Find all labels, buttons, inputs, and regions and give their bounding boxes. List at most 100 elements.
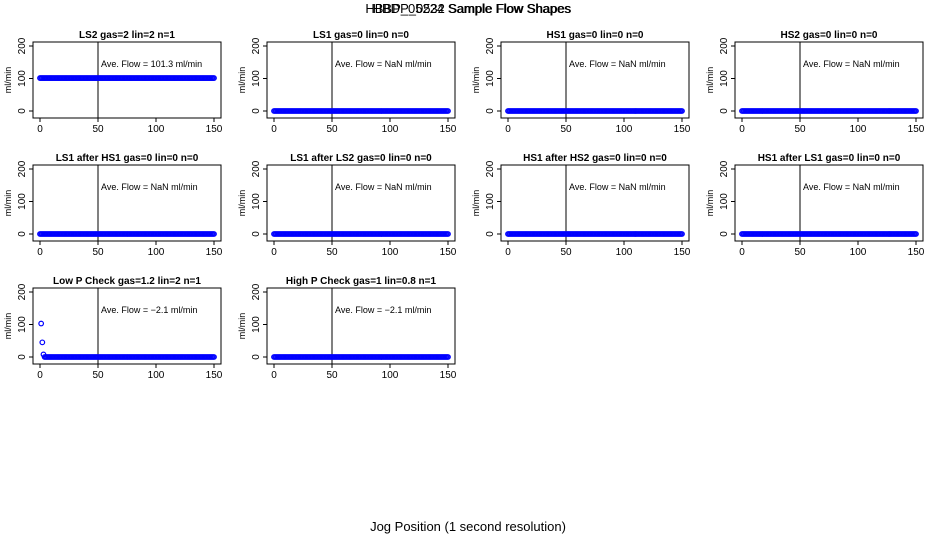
x-tick-label: 150 [674,247,691,258]
panel-1: LS2 gas=2 lin=2 n=1 Ave. Flow = 101.3 ml/… [3,30,223,135]
panel-title: HS2 gas=0 lin=0 n=0 [781,30,878,41]
data-point [445,354,451,360]
x-tick-label: 100 [148,370,165,381]
y-tick-label: 100 [719,193,730,210]
average-flow-annotation: Ave. Flow = NaN ml/min [803,182,900,192]
data-point [211,354,217,360]
y-axis-label: ml/min [471,67,481,94]
x-tick-label: 150 [440,247,457,258]
panel-title: HS1 gas=0 lin=0 n=0 [547,30,644,41]
y-tick-label: 200 [17,37,28,54]
average-flow-annotation: Ave. Flow = NaN ml/min [569,182,666,192]
y-tick-label: 100 [17,316,28,333]
x-tick-label: 50 [92,124,104,135]
y-axis-label: ml/min [3,313,13,340]
x-tick-label: 100 [382,124,399,135]
panel-3: HS1 gas=0 lin=0 n=0 Ave. Flow = NaN ml/mi… [471,30,691,135]
x-tick-label: 50 [794,247,806,258]
x-tick-label: 100 [148,247,165,258]
plot-frame [500,164,690,242]
y-axis-label: ml/min [237,190,247,217]
x-tick-label: 100 [616,124,633,135]
panel-title: LS1 gas=0 lin=0 n=0 [313,30,409,41]
y-axis-label: ml/min [3,67,13,94]
x-tick-label: 150 [206,124,223,135]
panel-title: HS1 after HS2 gas=0 lin=0 n=0 [523,153,667,164]
panel-5: LS1 after HS1 gas=0 lin=0 n=0 Ave. Flow =… [3,153,223,258]
plot-frame [734,41,924,119]
x-tick-label: 150 [908,247,925,258]
y-tick-label: 100 [17,70,28,87]
panel-title: High P Check gas=1 lin=0.8 n=1 [286,276,437,287]
y-axis-label: ml/min [237,313,247,340]
average-flow-annotation: Ave. Flow = NaN ml/min [101,182,198,192]
panel-title: LS2 gas=2 lin=2 n=1 [79,30,175,41]
y-axis-label: ml/min [705,67,715,94]
y-tick-label: 0 [17,231,28,237]
x-tick-label: 50 [326,370,338,381]
x-tick-label: 0 [37,247,43,258]
average-flow-annotation: Ave. Flow = NaN ml/min [569,59,666,69]
plot-frame [266,164,456,242]
y-tick-label: 0 [485,231,496,237]
panel-10: High P Check gas=1 lin=0.8 n=1 Ave. Flow … [237,276,457,381]
y-tick-label: 200 [251,37,262,54]
panel-2: LS1 gas=0 lin=0 n=0 Ave. Flow = NaN ml/mi… [237,30,457,135]
plot-frame [266,41,456,119]
panel-title: LS1 after LS2 gas=0 lin=0 n=0 [290,153,432,164]
x-tick-label: 0 [271,124,277,135]
x-tick-label: 0 [271,247,277,258]
panel-6: LS1 after LS2 gas=0 lin=0 n=0 Ave. Flow =… [237,153,457,258]
average-flow-annotation: Ave. Flow = −2.1 ml/min [335,305,431,315]
y-tick-label: 200 [719,160,730,177]
x-tick-label: 150 [440,124,457,135]
x-tick-label: 150 [674,124,691,135]
y-tick-label: 200 [251,160,262,177]
plot-frame [500,41,690,119]
y-tick-label: 0 [719,108,730,114]
data-point [913,231,919,237]
y-tick-label: 100 [485,193,496,210]
y-tick-label: 100 [251,70,262,87]
page-title-overlay-1: HBBP_05224 Sample Flow Shapes [365,1,571,16]
x-tick-label: 0 [37,370,43,381]
x-tick-label: 0 [271,370,277,381]
average-flow-annotation: Ave. Flow = −2.1 ml/min [101,305,197,315]
y-tick-label: 200 [17,160,28,177]
plot-frame [32,287,222,365]
panel-title: HS1 after LS1 gas=0 lin=0 n=0 [758,153,901,164]
data-point [38,320,45,327]
x-axis-label: Jog Position (1 second resolution) [370,519,566,534]
y-tick-label: 200 [485,37,496,54]
y-tick-label: 0 [485,108,496,114]
data-point [913,108,919,114]
data-point [211,231,217,237]
plot-frame [32,164,222,242]
panel-title: LS1 after HS1 gas=0 lin=0 n=0 [56,153,199,164]
data-point [679,108,685,114]
x-tick-label: 50 [92,370,104,381]
y-tick-label: 100 [251,193,262,210]
x-tick-label: 100 [616,247,633,258]
panel-7: HS1 after HS2 gas=0 lin=0 n=0 Ave. Flow =… [471,153,691,258]
y-tick-label: 200 [251,283,262,300]
x-tick-label: 50 [326,124,338,135]
y-tick-label: 0 [251,231,262,237]
average-flow-annotation: Ave. Flow = NaN ml/min [335,182,432,192]
x-tick-label: 150 [908,124,925,135]
y-tick-label: 200 [485,160,496,177]
x-tick-label: 0 [739,124,745,135]
data-point [211,75,217,81]
y-tick-label: 0 [719,231,730,237]
y-tick-label: 0 [251,354,262,360]
data-point [40,351,47,358]
y-tick-label: 100 [719,70,730,87]
panel-8: HS1 after LS1 gas=0 lin=0 n=0 Ave. Flow =… [705,153,925,258]
x-tick-label: 50 [794,124,806,135]
x-tick-label: 100 [850,247,867,258]
panel-title: Low P Check gas=1.2 lin=2 n=1 [53,276,201,287]
panel-4: HS2 gas=0 lin=0 n=0 Ave. Flow = NaN ml/mi… [705,30,925,135]
x-tick-label: 100 [148,124,165,135]
x-tick-label: 150 [440,370,457,381]
